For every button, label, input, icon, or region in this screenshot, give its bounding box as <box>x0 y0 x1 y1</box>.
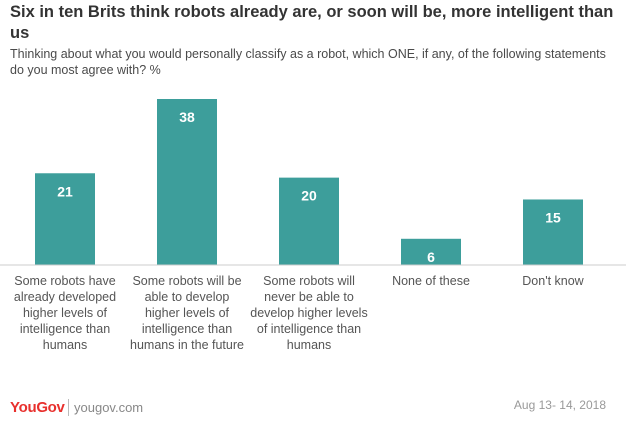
chart-title: Six in ten Brits think robots already ar… <box>10 3 614 42</box>
survey-date: Aug 13- 14, 2018 <box>513 398 606 412</box>
bar-2 <box>157 99 217 265</box>
bar-5 <box>523 199 583 265</box>
footer-separator <box>68 399 69 416</box>
category-label-5: Don't know <box>522 274 584 288</box>
bar-value-label-2: 38 <box>179 109 195 125</box>
category-label-2: Some robots will be able to develop high… <box>130 274 244 352</box>
bar-value-label-4: 6 <box>427 249 435 265</box>
chart-subtitle: Thinking about what you would personally… <box>10 47 606 77</box>
category-label-1: Some robots have already developed highe… <box>13 274 117 352</box>
bar-value-label-1: 21 <box>57 183 73 199</box>
bar-value-label-3: 20 <box>301 188 317 204</box>
category-label-3: Some robots will never be able to develo… <box>250 274 368 352</box>
bar-3 <box>279 177 339 265</box>
bar-4 <box>401 238 461 265</box>
category-label-4: None of these <box>392 274 470 288</box>
yougov-logo: YouGov <box>10 399 65 416</box>
bar-value-label-5: 15 <box>545 209 561 225</box>
bar-1 <box>35 173 95 265</box>
header-background <box>0 0 626 88</box>
footer-site-link[interactable]: yougov.com <box>74 400 144 415</box>
